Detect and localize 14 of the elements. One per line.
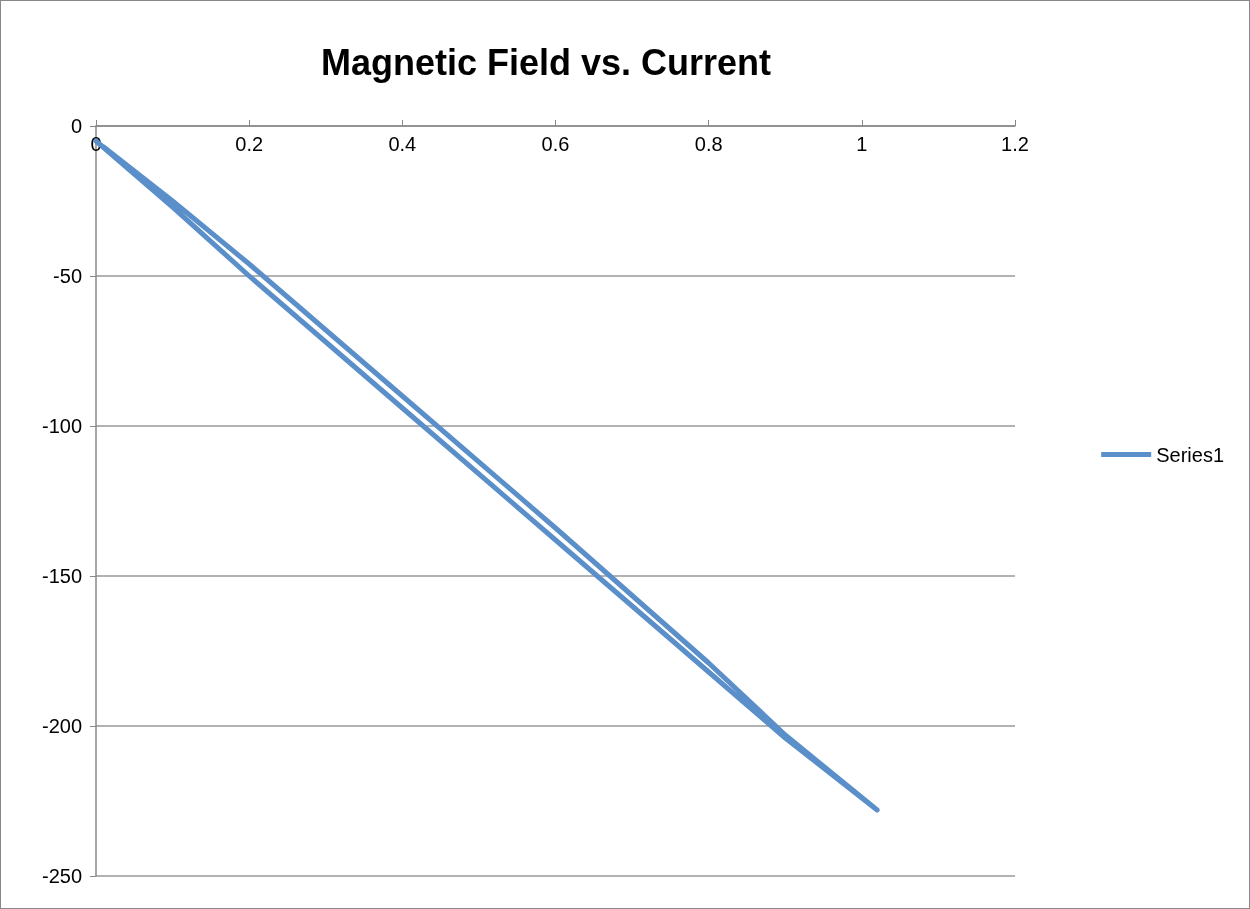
legend-label: Series1: [1156, 443, 1224, 466]
x-tick-label: 1.2: [1001, 133, 1029, 155]
x-tick-label: 0.8: [694, 133, 723, 155]
y-tick-label: 0: [70, 115, 82, 137]
y-tick-label: -150: [41, 565, 82, 587]
chart-title: Magnetic Field vs. Current: [320, 41, 772, 83]
x-tick-label: 0.6: [541, 133, 570, 155]
x-tick-label: 0.4: [388, 133, 417, 155]
x-tick-label: 0.2: [235, 133, 264, 155]
x-tick-label: 1: [856, 133, 868, 155]
y-tick-label: -100: [41, 415, 82, 437]
y-tick-label: -50: [53, 265, 82, 287]
y-tick-label: -250: [41, 865, 82, 887]
y-tick-label: -200: [41, 715, 82, 737]
